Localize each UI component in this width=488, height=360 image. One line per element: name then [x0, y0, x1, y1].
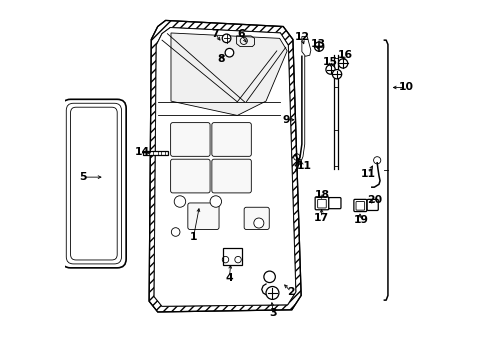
Circle shape	[224, 48, 233, 57]
Polygon shape	[171, 33, 286, 116]
FancyBboxPatch shape	[328, 198, 340, 209]
Text: 11: 11	[360, 168, 375, 179]
FancyBboxPatch shape	[314, 197, 328, 210]
FancyBboxPatch shape	[366, 199, 378, 211]
Circle shape	[174, 196, 185, 207]
Text: 9: 9	[282, 115, 289, 125]
Circle shape	[222, 34, 230, 42]
Bar	[223, 248, 241, 265]
FancyBboxPatch shape	[353, 199, 366, 212]
Text: 12: 12	[294, 32, 309, 42]
Text: 18: 18	[315, 190, 329, 200]
Bar	[143, 150, 167, 155]
Text: 6: 6	[237, 29, 244, 39]
FancyBboxPatch shape	[211, 123, 251, 156]
Circle shape	[332, 69, 341, 79]
Text: 3: 3	[269, 308, 276, 318]
Text: 13: 13	[310, 40, 325, 49]
Text: 14: 14	[135, 147, 149, 157]
Circle shape	[338, 59, 347, 68]
Text: 15: 15	[323, 57, 337, 67]
Circle shape	[171, 228, 180, 236]
Circle shape	[264, 271, 275, 283]
Text: 10: 10	[398, 82, 412, 93]
Text: 1: 1	[189, 232, 197, 242]
Text: 11: 11	[297, 161, 312, 171]
FancyBboxPatch shape	[170, 123, 210, 156]
Text: 8: 8	[217, 54, 224, 64]
Text: 19: 19	[353, 215, 368, 225]
Circle shape	[325, 65, 335, 74]
Circle shape	[210, 196, 221, 207]
FancyBboxPatch shape	[187, 203, 219, 229]
Text: 16: 16	[337, 50, 352, 60]
Text: 7: 7	[211, 29, 219, 39]
Circle shape	[265, 287, 278, 300]
Circle shape	[314, 42, 323, 51]
Polygon shape	[149, 21, 301, 312]
Text: 2: 2	[287, 287, 294, 297]
FancyBboxPatch shape	[211, 159, 251, 193]
FancyBboxPatch shape	[244, 207, 269, 229]
FancyBboxPatch shape	[170, 159, 210, 193]
Text: 4: 4	[225, 273, 233, 283]
Polygon shape	[154, 28, 295, 306]
Circle shape	[253, 218, 264, 228]
Text: 17: 17	[313, 213, 328, 222]
Text: 20: 20	[366, 195, 381, 205]
Text: 5: 5	[79, 172, 87, 182]
